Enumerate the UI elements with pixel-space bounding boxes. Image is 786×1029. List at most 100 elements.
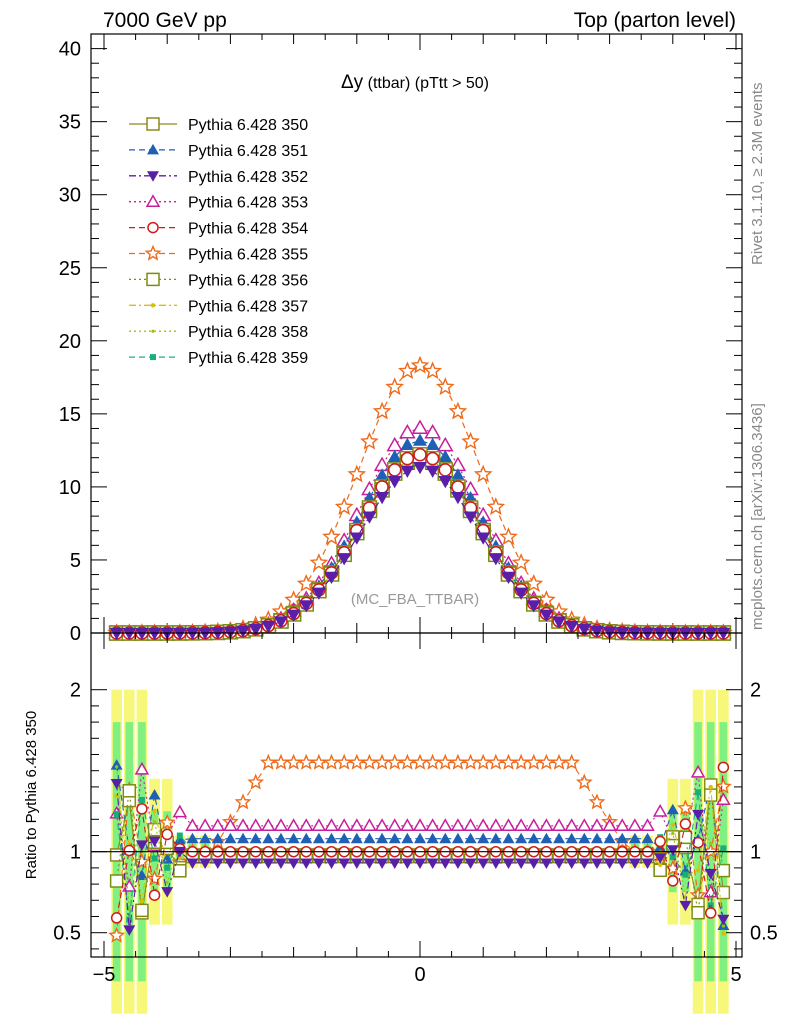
data-point [375,491,390,505]
main-y-tick-label: 25 [59,258,81,280]
legend-label: Pythia 6.428 357 [188,298,308,315]
data-point [223,818,238,832]
data-point [150,303,156,308]
data-point [451,858,464,870]
data-point [399,424,416,439]
data-point [669,854,676,861]
data-point [670,822,675,827]
data-point [400,451,415,466]
series-pythia-6.428-354 [109,448,731,640]
data-point [539,818,554,832]
data-point [577,818,592,832]
legend-label: Pythia 6.428 350 [188,117,308,134]
data-point [717,914,730,926]
data-point [640,627,655,640]
main-y-tick-label: 15 [59,404,81,426]
data-point [564,620,579,634]
data-point [296,573,316,592]
data-point [439,832,452,844]
data-point [426,858,439,870]
legend-label: Pythia 6.428 352 [188,169,308,186]
data-point [695,789,702,796]
data-point [425,437,440,450]
data-point [641,858,654,870]
series-pythia-6.428-352 [109,461,731,640]
data-point [374,818,390,832]
data-point [386,436,404,452]
data-point [361,753,378,770]
data-point [695,868,701,873]
data-point [426,832,439,844]
data-point [464,832,477,844]
data-point [413,448,427,462]
data-point [139,899,145,904]
data-point [628,858,641,870]
data-point [126,916,133,923]
data-point [514,587,529,600]
header-process: Top (parton level) [574,9,736,32]
data-point [322,527,341,545]
data-point [147,822,162,837]
ratio-y-tick-label: 1 [70,842,81,864]
data-point [262,832,275,844]
data-point [703,627,718,640]
data-point [590,858,603,870]
data-point [473,464,493,483]
data-point [123,844,136,857]
data-point [135,869,148,881]
legend-entry: Pythia 6.428 355 [129,244,308,264]
data-point [324,818,339,832]
data-point [286,818,301,832]
main-y-tick-label: 30 [59,185,81,207]
data-point [410,355,430,374]
data-point [147,171,159,182]
data-point [147,221,159,234]
data-point [463,818,478,832]
data-point [338,832,351,844]
data-point [537,753,555,770]
data-point [210,818,226,832]
data-point [671,831,675,835]
data-point [234,793,252,810]
ratio-y-axis: 0.5 0.5 1 1 2 2 [53,680,778,950]
data-point [398,753,416,770]
data-point [114,793,119,799]
data-point [249,832,262,844]
data-point [577,623,592,637]
main-y-axis: 0 5 10 15 20 25 30 35 40 [59,39,742,645]
data-point [424,753,442,770]
data-point [311,818,327,832]
data-point [477,832,490,844]
data-point [502,832,515,844]
data-point [488,818,504,832]
data-point [363,832,376,844]
data-point [259,753,277,770]
data-point [640,818,655,832]
ratio-y-tick-label-right: 0.5 [750,923,778,945]
data-point [387,449,402,463]
data-point [448,401,468,420]
data-point [500,753,517,770]
data-point [287,858,300,870]
data-point [400,437,415,450]
ratio-x-tick-label: 0 [414,964,425,986]
data-point [145,194,161,207]
data-point [147,627,162,640]
data-point [401,832,414,844]
data-point [297,753,315,770]
series-line [116,466,724,634]
data-point [550,753,568,770]
data-point [224,832,237,844]
data-point [692,836,704,849]
ratio-y-tick-label-right: 1 [750,842,761,864]
main-y-tick-label: 35 [59,112,81,134]
data-point [312,832,325,844]
ratio-y-tick-label: 2 [70,680,81,702]
data-point [400,818,415,832]
data-point [123,925,136,936]
data-point [721,924,725,928]
plot-title-main: Δy [341,72,364,93]
data-point [185,818,200,832]
data-point [425,818,440,832]
data-point [540,858,553,870]
